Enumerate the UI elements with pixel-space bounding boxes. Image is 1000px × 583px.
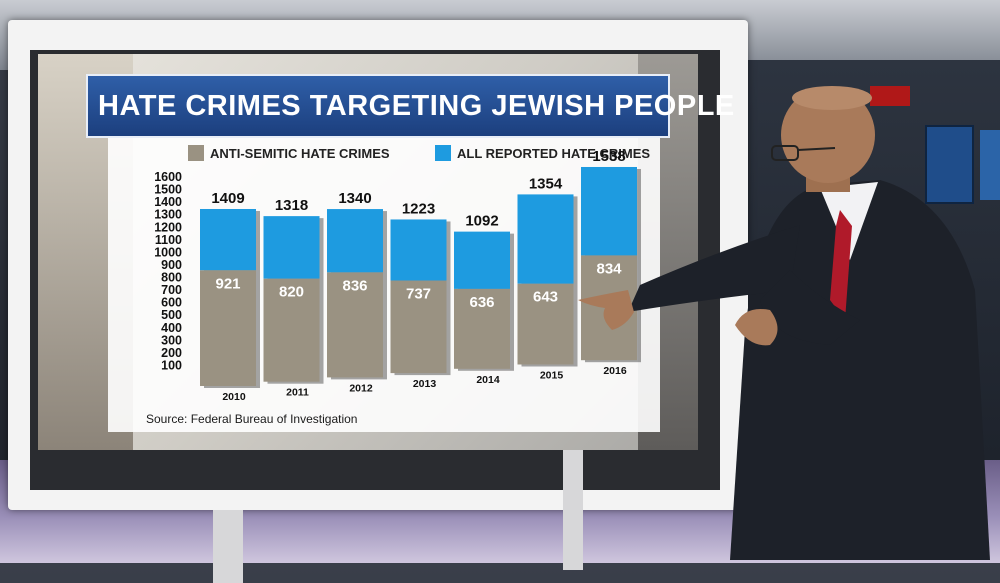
data-label-all-reported: 1318 — [275, 197, 308, 214]
bar-antisemitic — [390, 280, 447, 374]
data-label-antisemitic: 737 — [406, 286, 431, 303]
y-tick-label: 500 — [161, 308, 182, 322]
y-tick-label: 900 — [161, 258, 182, 272]
bar-antisemitic — [200, 270, 256, 386]
title-banner — [86, 74, 670, 138]
legend-label: ANTI-SEMITIC HATE CRIMES — [210, 145, 390, 161]
bar-antisemitic — [327, 272, 383, 378]
data-label-antisemitic: 834 — [596, 260, 622, 277]
data-label-all-reported: 1409 — [211, 190, 244, 207]
y-tick-label: 400 — [161, 321, 182, 335]
bar-all-reported — [200, 208, 256, 271]
bar-antisemitic — [517, 283, 574, 365]
bar-chart: 1002003004005006007008009001000110012001… — [154, 148, 641, 403]
legend-item-all-reported: ALL REPORTED HATE CRIMES — [435, 144, 650, 162]
x-tick-label: 2010 — [222, 391, 246, 403]
legend-item-antisemitic: ANTI-SEMITIC HATE CRIMES — [188, 144, 390, 162]
y-tick-label: 1400 — [154, 195, 182, 209]
data-label-all-reported: 1354 — [529, 175, 563, 192]
bar-all-reported — [517, 194, 574, 284]
chart-source: Source: Federal Bureau of Investigation — [146, 412, 358, 426]
y-tick-label: 100 — [161, 358, 182, 372]
legend-label: ALL REPORTED HATE CRIMES — [457, 145, 651, 161]
bar-antisemitic — [454, 288, 510, 369]
data-label-antisemitic: 836 — [342, 277, 367, 294]
data-label-antisemitic: 643 — [533, 289, 558, 306]
monitor-stand — [563, 450, 583, 570]
y-tick-label: 1500 — [154, 183, 182, 197]
bar-all-reported — [454, 231, 510, 289]
y-tick-label: 1200 — [154, 220, 182, 234]
y-tick-label: 300 — [161, 333, 182, 347]
data-label-antisemitic: 820 — [279, 284, 304, 301]
data-label-all-reported: 1223 — [402, 200, 435, 217]
data-label-antisemitic: 921 — [215, 275, 240, 292]
y-tick-label: 600 — [161, 296, 182, 310]
data-label-all-reported: 1092 — [465, 213, 498, 230]
bar-all-reported — [390, 219, 447, 281]
chart-title: HATE CRIMES TARGETING JEWISH PEOPLE — [98, 90, 735, 122]
x-tick-label: 2012 — [349, 382, 373, 394]
data-label-antisemitic: 636 — [469, 294, 494, 311]
x-tick-label: 2014 — [476, 374, 500, 386]
y-tick-label: 1300 — [154, 208, 182, 222]
x-tick-label: 2013 — [413, 378, 437, 390]
x-tick-label: 2016 — [603, 365, 627, 377]
bar-all-reported — [327, 209, 383, 273]
data-label-all-reported: 1340 — [338, 190, 371, 207]
y-tick-label: 1000 — [154, 245, 182, 259]
y-tick-label: 1600 — [154, 170, 182, 184]
bar-antisemitic — [263, 278, 320, 382]
data-label-all-reported: 1538 — [592, 148, 625, 165]
bar-all-reported — [263, 216, 320, 279]
x-tick-label: 2011 — [286, 387, 309, 399]
x-tick-label: 2015 — [540, 370, 564, 382]
legend-swatch — [188, 145, 204, 161]
exit-sign — [870, 86, 910, 106]
legend-swatch — [435, 145, 451, 161]
y-tick-label: 700 — [161, 283, 182, 297]
y-tick-label: 800 — [161, 271, 182, 285]
y-tick-label: 200 — [161, 346, 182, 360]
bar-all-reported — [581, 166, 637, 256]
y-tick-label: 1100 — [155, 233, 182, 247]
